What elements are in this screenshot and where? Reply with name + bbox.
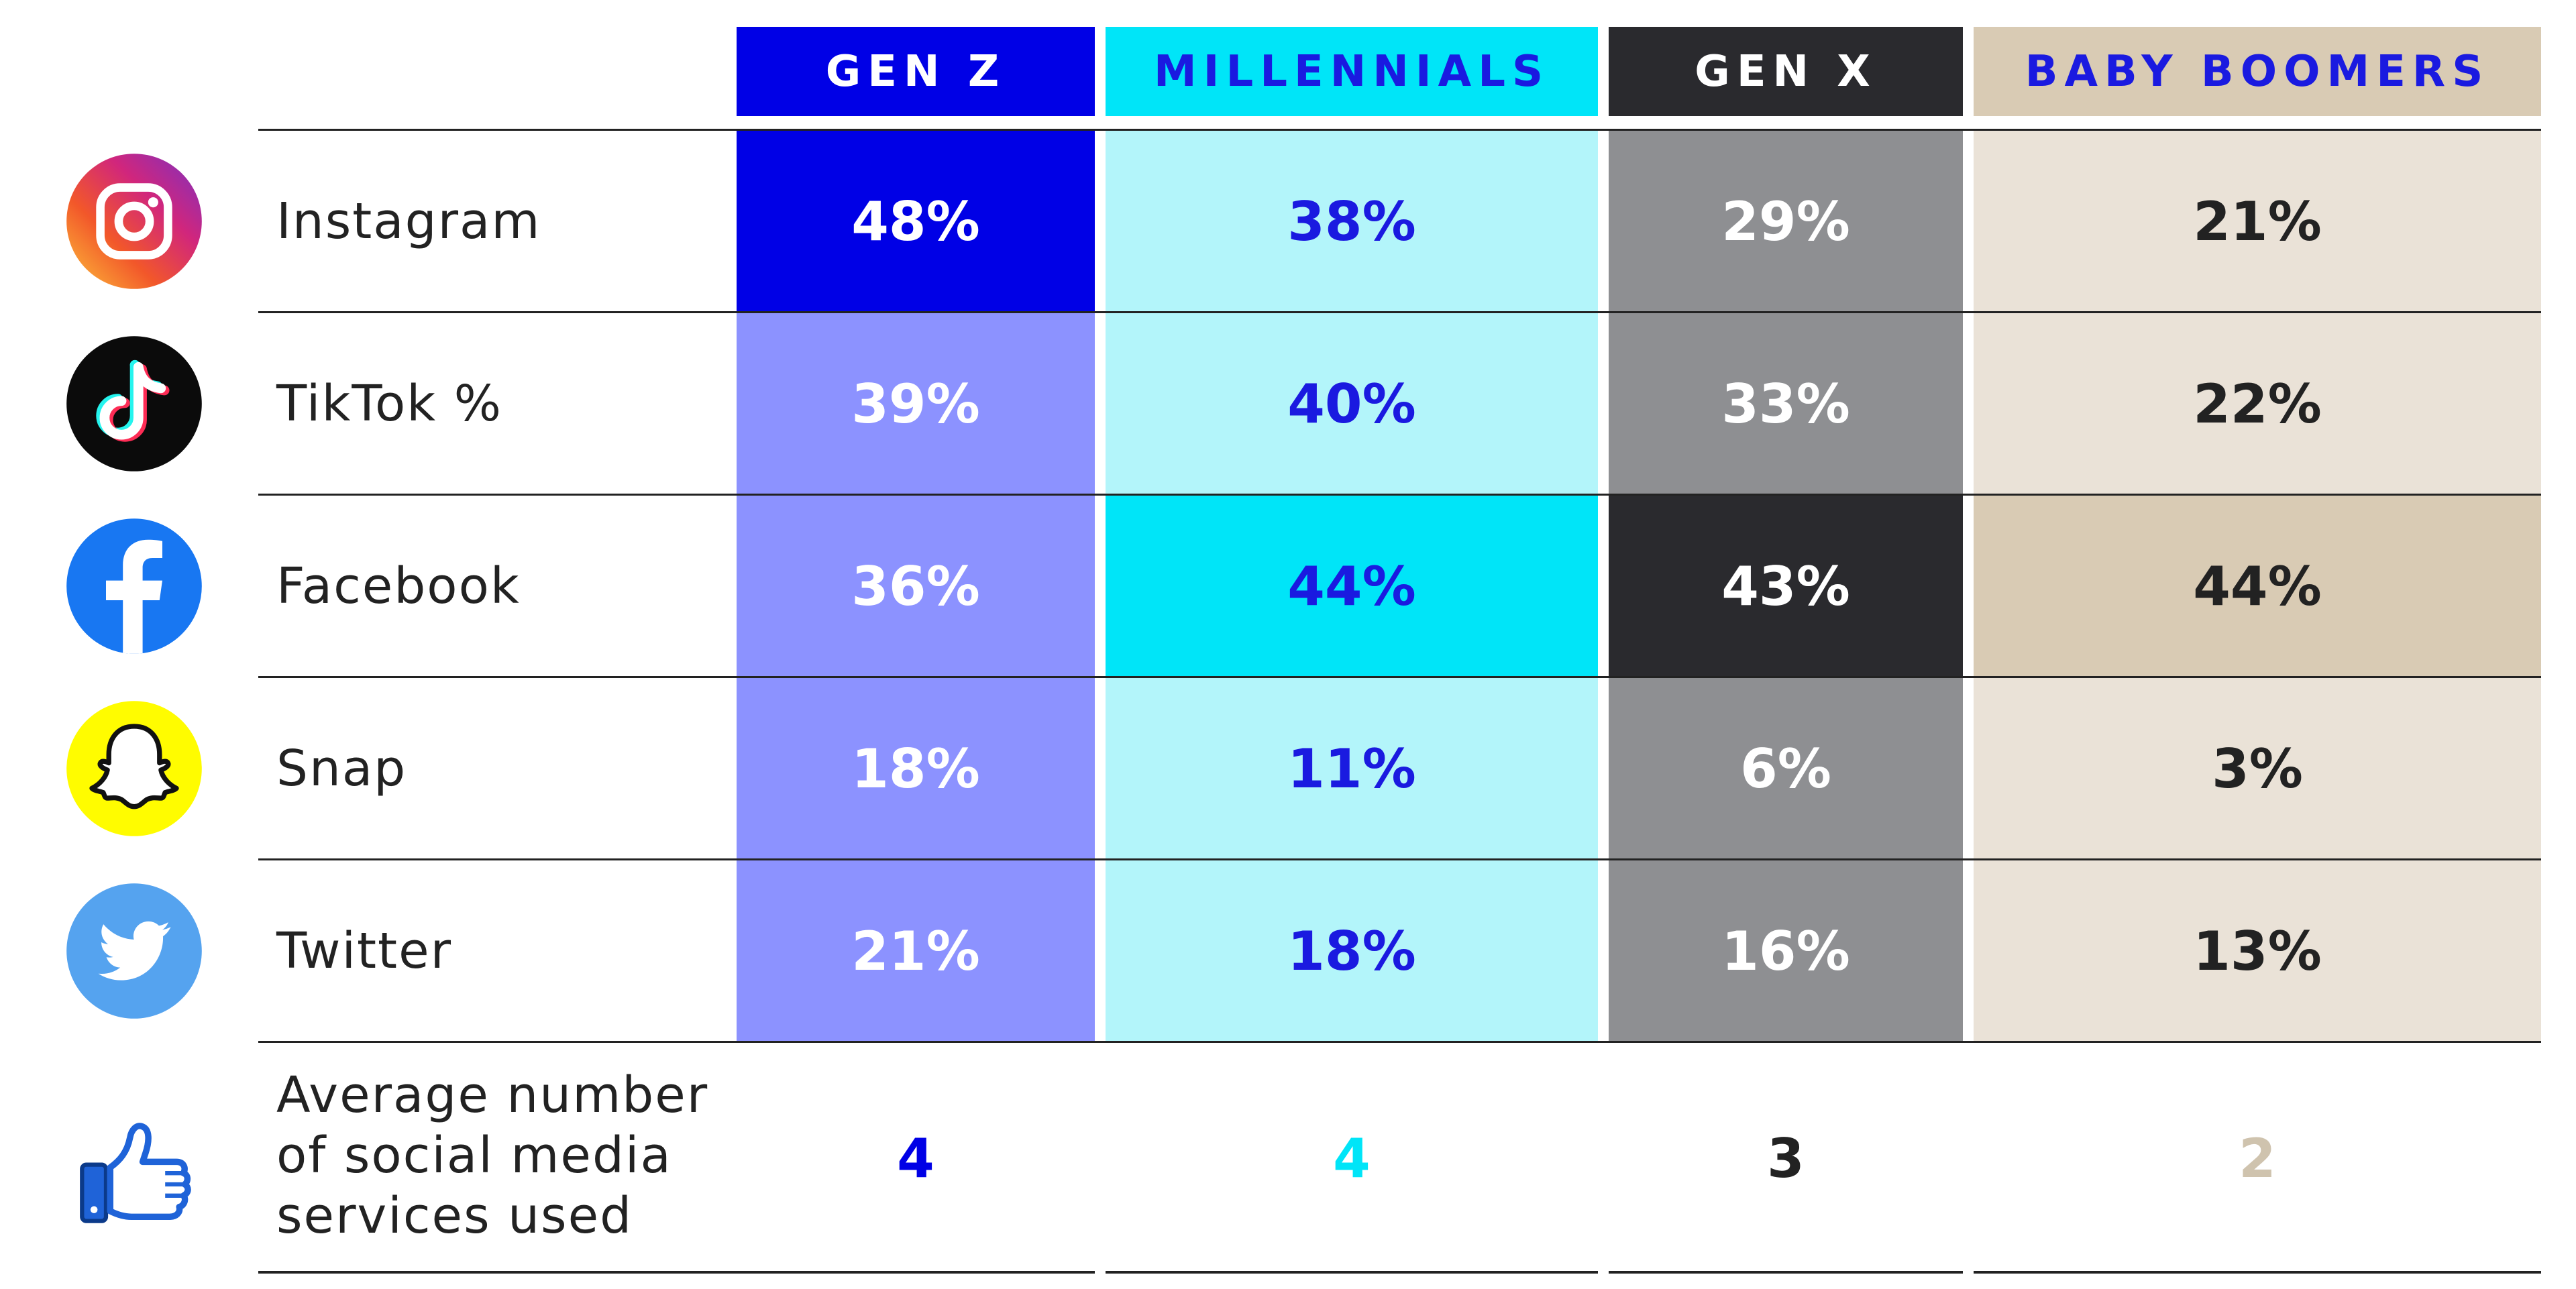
col-header: BABY BOOMERS: [1974, 27, 2541, 116]
instagram-icon: [64, 151, 205, 292]
data-cell: 6%: [1609, 678, 1963, 859]
data-cell: 39%: [737, 313, 1095, 494]
data-cell: 13%: [1974, 860, 2541, 1042]
average-value: 4: [897, 1127, 934, 1190]
data-cell: 11%: [1106, 678, 1598, 859]
col-header: GEN Z: [737, 27, 1095, 116]
average-row-label: Average number of social media services …: [276, 1066, 709, 1245]
data-cell: 40%: [1106, 313, 1598, 494]
data-cell: 38%: [1106, 131, 1598, 312]
col-header: GEN X: [1609, 27, 1963, 116]
data-cell: 44%: [1106, 496, 1598, 677]
row-rule: [258, 676, 2541, 678]
data-cell: 16%: [1609, 860, 1963, 1042]
data-cell: 44%: [1974, 496, 2541, 677]
data-cell: 36%: [737, 496, 1095, 677]
col-header: MILLENNIALS: [1106, 27, 1598, 116]
row-label: TikTok %: [276, 375, 502, 433]
twitter-icon: [64, 881, 205, 1021]
row-rule: [258, 129, 2541, 131]
row-rule: [258, 311, 2541, 313]
data-cell: 21%: [1974, 131, 2541, 312]
data-cell: 21%: [737, 860, 1095, 1042]
average-rule: [1106, 1271, 1598, 1274]
row-rule: [258, 1041, 2541, 1043]
row-label: Facebook: [276, 557, 521, 615]
average-rule: [258, 1271, 1095, 1274]
row-label: Twitter: [276, 922, 453, 980]
snapchat-icon: [64, 698, 205, 839]
average-value: 2: [2239, 1127, 2276, 1190]
data-cell: 18%: [1106, 860, 1598, 1042]
row-label: Instagram: [276, 192, 541, 250]
data-cell: 43%: [1609, 496, 1963, 677]
thumbs-up-icon: [64, 1100, 205, 1241]
row-label: Snap: [276, 740, 407, 797]
average-rule: [1609, 1271, 1963, 1274]
data-cell: 18%: [737, 678, 1095, 859]
data-cell: 22%: [1974, 313, 2541, 494]
average-value: 4: [1333, 1127, 1371, 1190]
data-cell: 3%: [1974, 678, 2541, 859]
facebook-icon: [64, 516, 205, 657]
row-rule: [258, 494, 2541, 496]
average-value: 3: [1767, 1127, 1805, 1190]
average-rule: [1974, 1271, 2541, 1274]
data-cell: 33%: [1609, 313, 1963, 494]
data-cell: 29%: [1609, 131, 1963, 312]
row-rule: [258, 858, 2541, 860]
data-cell: 48%: [737, 131, 1095, 312]
tiktok-icon: [64, 333, 205, 474]
